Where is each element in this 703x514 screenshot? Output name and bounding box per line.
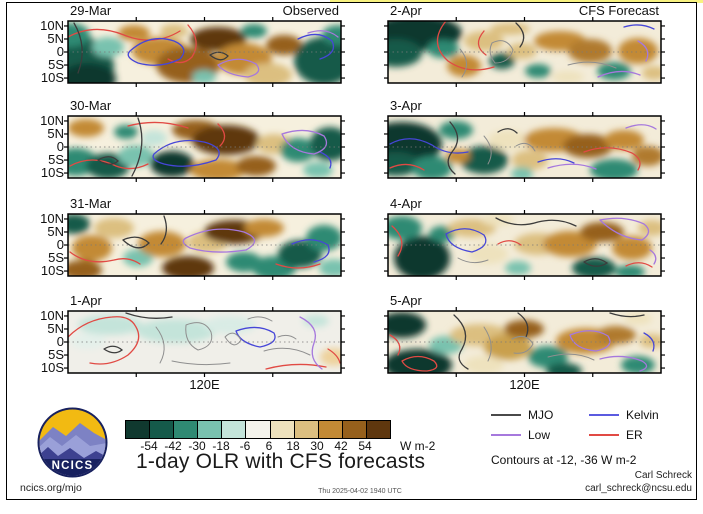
contours-note: Contours at -12, -36 W m-2 — [491, 453, 637, 467]
colorbar-segment — [318, 421, 343, 438]
panel-date-label: 5-Apr — [390, 293, 422, 308]
y-axis-tick-label: 5S — [48, 152, 64, 168]
y-axis-tick-label: 10S — [40, 165, 64, 181]
site-url: ncics.org/mjo — [20, 482, 82, 494]
panel-date-label: 1-Apr — [70, 293, 102, 308]
colorbar-tick: 18 — [286, 439, 300, 453]
panel-date-label: 3-Apr — [390, 98, 422, 113]
colorbar-units: W m-2 — [400, 439, 436, 453]
panel-date-label: 30-Mar — [70, 98, 112, 113]
panel-column-heading: CFS Forecast — [578, 3, 659, 18]
colorbar-tick: 6 — [265, 439, 273, 453]
map-panel-29-Mar — [64, 17, 345, 87]
x-axis-tick-label: 120E — [189, 377, 220, 392]
y-axis-tick-label: 10N — [40, 307, 64, 323]
panel-column-heading: Observed — [282, 3, 339, 18]
colorbar-segment — [222, 421, 247, 438]
colorbar-tick: -6 — [239, 439, 251, 453]
legend-label: Low — [528, 428, 551, 442]
y-axis-tick-label: 10S — [40, 360, 64, 376]
y-axis-tick-label: 5S — [48, 347, 64, 363]
colorbar-tick: -30 — [188, 439, 206, 453]
colorbar-segment — [270, 421, 295, 438]
map-panel-31-Mar — [64, 210, 345, 280]
legend-item-er: ER — [589, 428, 699, 442]
y-axis-tick-label: 10N — [40, 210, 64, 226]
legend-label: Kelvin — [626, 408, 659, 422]
colorbar-tick: 54 — [358, 439, 372, 453]
contour-legend: MJO Kelvin Low ER — [491, 408, 699, 442]
ncics-logo: NCICS — [37, 407, 108, 478]
panel-date-label: 29-Mar — [70, 3, 112, 18]
y-axis-tick-label: 10S — [40, 70, 64, 86]
map-panel-4-Apr — [384, 210, 665, 280]
logo-text: NCICS — [52, 460, 94, 472]
legend-line-icon — [491, 434, 521, 436]
y-axis-tick-label: 10N — [40, 112, 64, 128]
colorbar-segment — [198, 421, 223, 438]
figure-border — [6, 2, 697, 500]
legend-item-mjo: MJO — [491, 408, 589, 422]
colorbar-tick: -18 — [212, 439, 230, 453]
colorbar-segment — [174, 421, 199, 438]
figure-title: 1-day OLR with CFS forecasts — [136, 450, 426, 473]
y-axis-tick-label: 0 — [56, 139, 64, 154]
legend-item-kelvin: Kelvin — [589, 408, 699, 422]
y-axis-tick-label: 5N — [47, 223, 64, 239]
colorbar-segment — [342, 421, 367, 438]
y-axis-tick-label: 0 — [56, 237, 64, 252]
panel-date-label: 2-Apr — [390, 3, 422, 18]
colorbar-segment — [294, 421, 319, 438]
colorbar-tick: 42 — [334, 439, 348, 453]
y-axis-tick-label: 0 — [56, 334, 64, 349]
legend-line-icon — [589, 434, 619, 436]
credit-name: Carl Schreck — [634, 470, 692, 481]
colorbar-tick: 30 — [310, 439, 324, 453]
y-axis-tick-label: 0 — [56, 44, 64, 59]
colorbar-tick: -42 — [164, 439, 182, 453]
y-axis-tick-label: 5S — [48, 57, 64, 73]
legend-item-low: Low — [491, 428, 589, 442]
credit-email: carl_schreck@ncsu.edu — [585, 483, 692, 494]
y-axis-tick-label: 5N — [47, 320, 64, 336]
colorbar-segment — [150, 421, 175, 438]
panel-date-label: 4-Apr — [390, 196, 422, 211]
colorbar-tick-labels: -54 -42 -30 -18 -6 6 18 30 42 54 — [137, 439, 377, 453]
colorbar-segment — [126, 421, 151, 438]
colorbar — [125, 420, 391, 439]
x-axis-tick-label: 120E — [509, 377, 540, 392]
top-highlight-strip — [330, 0, 703, 3]
map-panel-2-Apr — [384, 17, 665, 87]
map-panel-3-Apr — [384, 112, 665, 182]
y-axis-tick-label: 10S — [40, 263, 64, 279]
legend-label: ER — [626, 428, 643, 442]
figure-timestamp: Thu 2025-04-02 1940 UTC — [318, 488, 402, 495]
panel-date-label: 31-Mar — [70, 196, 112, 211]
y-axis-tick-label: 5S — [48, 250, 64, 266]
map-panel-1-Apr — [64, 307, 345, 377]
map-panel-5-Apr — [384, 307, 665, 377]
colorbar-segment — [366, 421, 391, 438]
legend-label: MJO — [528, 408, 554, 422]
legend-line-icon — [589, 414, 619, 416]
y-axis-tick-label: 5N — [47, 30, 64, 46]
legend-line-icon — [491, 414, 521, 416]
colorbar-tick: -54 — [140, 439, 158, 453]
map-panel-30-Mar — [64, 112, 345, 182]
y-axis-tick-label: 5N — [47, 125, 64, 141]
colorbar-segment — [246, 421, 271, 438]
y-axis-tick-label: 10N — [40, 17, 64, 33]
